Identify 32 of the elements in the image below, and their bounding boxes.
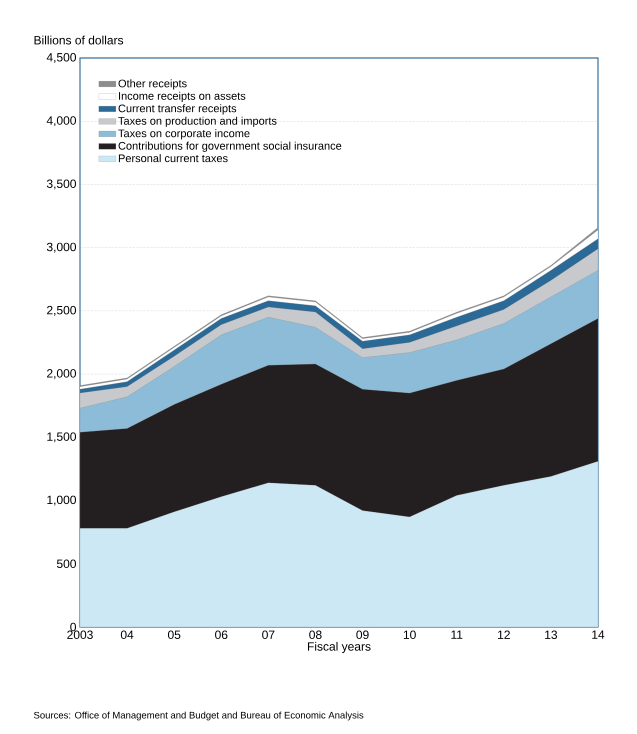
x-tick-label: 05	[168, 630, 180, 640]
y-axis-title: Billions of dollars	[34, 36, 124, 44]
y-tick-label: 1,000	[47, 496, 76, 506]
x-tick-label: 04	[120, 630, 134, 640]
y-tick-label: 0	[70, 622, 76, 632]
x-tick-label: 12	[498, 630, 510, 639]
x-tick-label: 2003	[67, 630, 93, 640]
legend-label: Other receipts	[118, 79, 187, 90]
legend-label: Contributions for government social insurance	[118, 142, 342, 152]
y-tick-label: 3,500	[46, 179, 76, 190]
x-tick-label: 08	[309, 630, 322, 640]
x-tick-label: 09	[356, 630, 369, 640]
legend-label: Income receipts on assets	[119, 92, 246, 102]
y-tick-label: 4,500	[46, 53, 76, 63]
source-note: Sources: Office of Management and Budget and Bureau of Economic Analysis	[34, 712, 364, 720]
x-axis-title: Fiscal years	[308, 642, 371, 654]
y-tick-label: 3,000	[46, 242, 76, 253]
legend-label: Current transfer receipts	[118, 104, 236, 114]
y-tick-label: 1,500	[47, 432, 76, 442]
x-tick-label: 10	[404, 630, 416, 640]
x-tick-label: 06	[215, 630, 228, 640]
legend-label: Taxes on corporate income	[118, 129, 250, 140]
x-tick-label: 14	[592, 630, 604, 639]
y-tick-label: 2,000	[47, 369, 76, 380]
x-tick-label: 07	[262, 630, 274, 640]
legend-label: Personal current taxes	[118, 154, 228, 162]
legend-label: Taxes on production and imports	[118, 116, 277, 127]
y-tick-label: 4,000	[46, 116, 76, 126]
x-tick-label: 13	[545, 630, 558, 640]
x-tick-label: 11	[451, 630, 462, 639]
y-tick-label: 500	[56, 560, 76, 568]
y-tick-label: 2,500	[47, 306, 76, 316]
